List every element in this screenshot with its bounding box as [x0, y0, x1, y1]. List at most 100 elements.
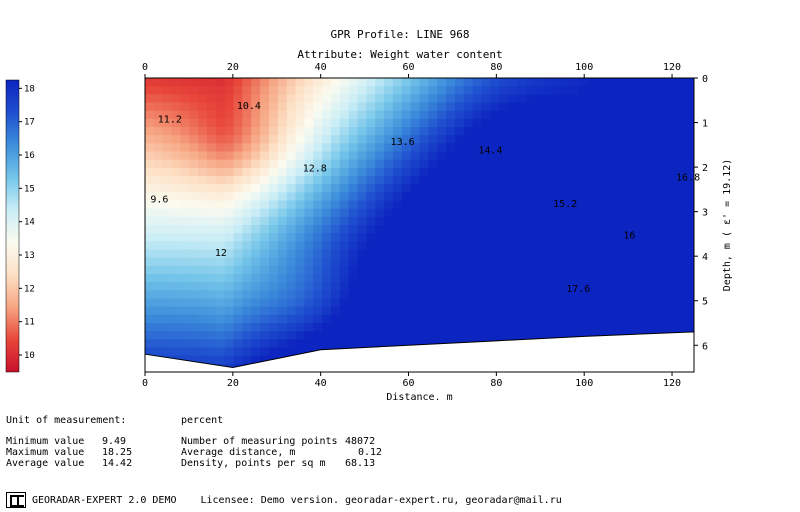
field-cell	[295, 241, 305, 251]
field-cell	[330, 94, 341, 104]
field-cell	[552, 200, 562, 210]
dist-label: Average distance, m	[181, 447, 296, 458]
field-cell	[649, 208, 660, 218]
field-cell	[295, 176, 305, 185]
field-cell	[260, 127, 270, 136]
field-cell	[233, 274, 244, 283]
field-cell	[189, 282, 199, 291]
field-cell	[153, 102, 164, 112]
field-cell	[552, 274, 562, 283]
field-cell	[658, 274, 669, 283]
field-cell	[437, 282, 447, 291]
field-cell	[561, 216, 571, 226]
field-cell	[649, 323, 660, 332]
points-value: 48072	[345, 436, 376, 447]
field-cell	[260, 135, 270, 144]
field-cell	[490, 143, 500, 153]
field-cell	[596, 225, 607, 234]
field-cell	[339, 118, 350, 128]
field-cell	[605, 241, 615, 251]
field-cell	[189, 339, 199, 349]
field-cell	[198, 282, 208, 291]
field-cell	[454, 184, 465, 193]
field-cell	[277, 249, 288, 259]
field-cell	[649, 282, 660, 291]
field-cell	[632, 314, 642, 324]
field-cell	[189, 102, 199, 112]
field-cell	[561, 143, 571, 153]
field-cell	[392, 249, 403, 259]
field-cell	[392, 86, 403, 95]
field-cell	[614, 225, 624, 234]
field-cell	[499, 176, 509, 185]
field-cell	[525, 127, 536, 136]
field-cell	[463, 184, 474, 193]
field-cell	[295, 314, 305, 324]
field-cell	[667, 298, 677, 308]
field-cell	[419, 208, 429, 218]
field-cell	[339, 86, 350, 95]
field-cell	[189, 200, 199, 210]
field-cell	[313, 306, 323, 316]
field-cell	[685, 184, 694, 193]
field-cell	[410, 118, 421, 128]
field-cell	[410, 200, 421, 210]
field-cell	[454, 241, 465, 251]
field-cell	[632, 233, 642, 242]
field-cell	[268, 323, 279, 332]
field-cell	[189, 127, 199, 136]
field-cell	[410, 257, 421, 267]
field-cell	[145, 127, 155, 136]
field-cell	[640, 249, 651, 259]
field-cell	[357, 118, 367, 128]
field-cell	[508, 265, 518, 275]
field-cell	[145, 86, 155, 95]
field-cell	[375, 225, 385, 234]
field-cell	[596, 233, 607, 242]
field-cell	[401, 306, 412, 316]
field-cell	[596, 298, 607, 308]
field-cell	[419, 86, 429, 95]
field-cell	[685, 298, 694, 308]
field-cell	[454, 159, 465, 169]
field-cell	[490, 323, 500, 332]
field-cell	[401, 127, 412, 136]
field-cell	[640, 200, 651, 210]
field-cell	[357, 282, 367, 291]
field-cell	[649, 118, 660, 128]
field-cell	[233, 78, 244, 87]
field-cell	[339, 135, 350, 144]
field-cell	[481, 265, 491, 275]
field-cell	[224, 314, 235, 324]
field-cell	[561, 192, 571, 202]
field-cell	[640, 225, 651, 234]
x-tick-label-top: 100	[575, 62, 593, 73]
field-cell	[339, 208, 350, 218]
field-cell	[499, 274, 509, 283]
field-cell	[322, 216, 332, 226]
field-cell	[543, 86, 553, 95]
field-cell	[286, 167, 297, 177]
field-cell	[516, 249, 527, 259]
field-cell	[295, 86, 305, 95]
field-cell	[676, 298, 686, 308]
field-cell	[490, 151, 500, 161]
field-cell	[330, 176, 341, 185]
field-cell	[189, 151, 199, 161]
field-cell	[401, 331, 412, 340]
field-cell	[446, 323, 456, 332]
field-cell	[348, 102, 359, 112]
field-cell	[348, 225, 359, 234]
field-cell	[552, 143, 562, 153]
field-cell	[260, 143, 270, 153]
field-cell	[667, 78, 677, 87]
field-cell	[392, 233, 403, 242]
field-cell	[578, 151, 589, 161]
field-cell	[570, 314, 580, 324]
field-cell	[632, 216, 642, 226]
field-cell	[534, 314, 545, 324]
field-cell	[357, 323, 367, 332]
field-cell	[233, 355, 244, 365]
field-cell	[242, 102, 252, 112]
field-cell	[605, 184, 615, 193]
